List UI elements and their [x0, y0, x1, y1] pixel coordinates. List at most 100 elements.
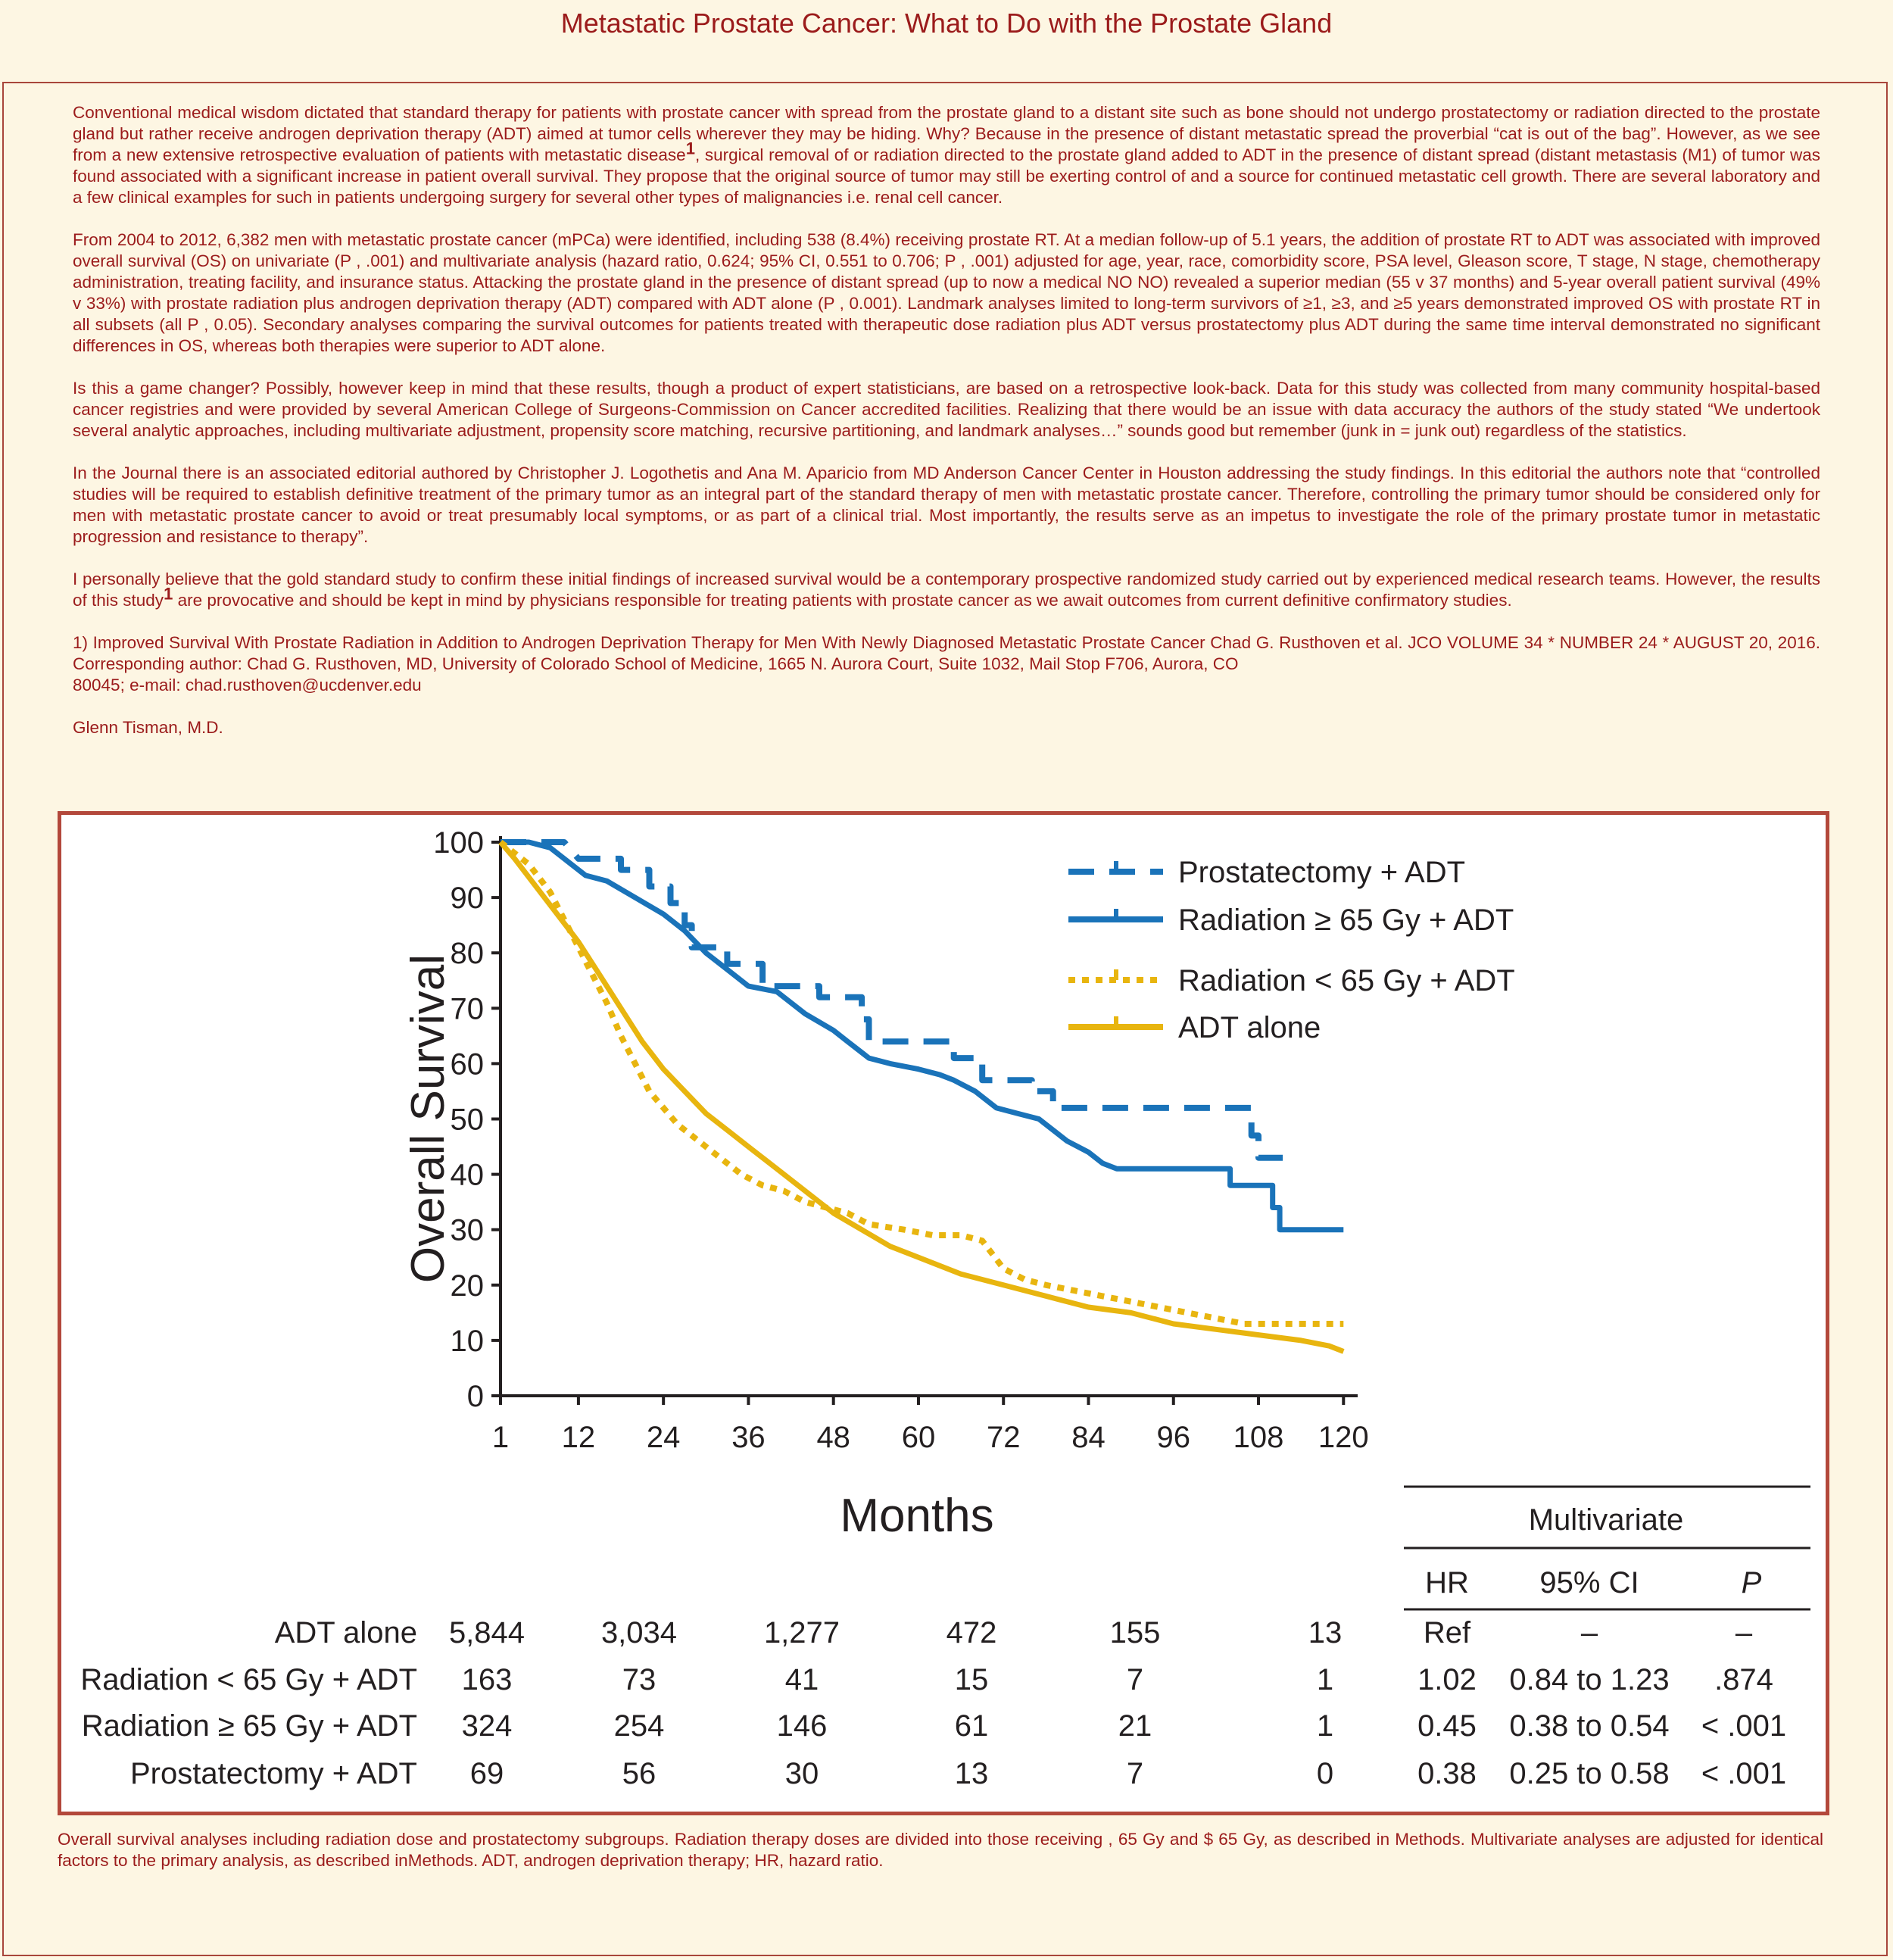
x-tick-label: 84	[1071, 1421, 1106, 1454]
series-line-radiation-65-gy-adt	[501, 839, 1344, 1233]
at-risk-count: 254	[614, 1709, 665, 1743]
paragraph-1-text-a: Conventional medical wisdom dictated tha…	[73, 103, 1820, 164]
reference: 1) Improved Survival With Prostate Radia…	[73, 632, 1820, 696]
at-risk-count: 61	[955, 1709, 989, 1743]
at-risk-count: 1,277	[764, 1616, 840, 1649]
mv-cell: 0.38 to 0.54	[1509, 1709, 1669, 1743]
mv-cell: 1.02	[1417, 1663, 1477, 1696]
at-risk-row-label: Radiation < 65 Gy + ADT	[80, 1663, 417, 1696]
at-risk-count: 21	[1118, 1709, 1152, 1743]
x-tick-label: 108	[1233, 1421, 1284, 1454]
y-tick-label: 100	[433, 826, 484, 860]
x-tick-label: 72	[987, 1421, 1021, 1454]
x-tick-label: 96	[1157, 1421, 1191, 1454]
y-tick-label: 40	[451, 1159, 485, 1192]
legend-label: Prostatectomy + ADT	[1178, 856, 1465, 889]
series-line-radiation-65-gy-adt	[498, 839, 1344, 1327]
citation-superscript: 1	[164, 584, 173, 604]
mv-cell: .874	[1714, 1663, 1773, 1696]
series-line-adt-alone	[498, 840, 1345, 1354]
at-risk-count: 3,034	[601, 1616, 677, 1649]
mv-header: P	[1742, 1566, 1762, 1600]
figure-box: 0 10 20 30 40 50 60 70 80 90 100 1 12 24 36 48 60 72 84 96 1…	[58, 811, 1829, 1815]
chart-axes: 0 10 20 30 40 50 60 70 80 90 100 1 12 24 36 48 60 72 84 96 1…	[402, 826, 1369, 1542]
at-risk-count: 0	[1317, 1757, 1333, 1790]
at-risk-count: 41	[785, 1663, 819, 1696]
article-paragraph-4: In the Journal there is an associated ed…	[73, 463, 1820, 546]
legend-label: ADT alone	[1178, 1011, 1321, 1044]
article-frame	[2, 82, 1888, 1956]
y-tick-label: 90	[451, 882, 485, 915]
legend-label: Radiation ≥ 65 Gy + ADT	[1178, 904, 1514, 937]
mv-cell: –	[1581, 1616, 1598, 1649]
reference-line-1: 1) Improved Survival With Prostate Radia…	[73, 633, 1820, 673]
page-title: Metastatic Prostate Cancer: What to Do w…	[560, 8, 1333, 39]
article-paragraph-3: Is this a game changer? Possibly, howeve…	[73, 379, 1820, 440]
at-risk-count: 1	[1317, 1709, 1333, 1743]
mv-cell: < .001	[1701, 1709, 1786, 1743]
x-tick-label: 48	[816, 1421, 850, 1454]
y-tick-label: 0	[467, 1380, 484, 1413]
x-tick-label: 12	[562, 1421, 596, 1454]
at-risk-row-label: Prostatectomy + ADT	[130, 1757, 417, 1790]
y-tick-label: 80	[451, 937, 485, 970]
mv-cell: 0.84 to 1.23	[1509, 1663, 1669, 1696]
x-tick-label: 1	[492, 1421, 509, 1454]
x-tick-label: 60	[902, 1421, 936, 1454]
y-tick-label: 30	[451, 1214, 485, 1247]
mv-cell: < .001	[1701, 1757, 1786, 1790]
article-paragraph-5: I personally believe that the gold stand…	[73, 569, 1820, 611]
y-axis-title: Overall Survival	[402, 954, 454, 1283]
paragraph-5-text-a: I personally believe that the gold stand…	[73, 570, 1820, 610]
at-risk-count: 472	[946, 1616, 997, 1649]
at-risk-count: 56	[622, 1757, 656, 1790]
at-risk-count: 155	[1110, 1616, 1161, 1649]
mv-cell: 0.38	[1417, 1757, 1477, 1790]
at-risk-count: 73	[622, 1663, 656, 1696]
x-tick-label: 36	[731, 1421, 766, 1454]
at-risk-count: 13	[955, 1757, 989, 1790]
mv-cell: 0.45	[1417, 1709, 1477, 1743]
at-risk-row-label: ADT alone	[275, 1616, 417, 1649]
at-risk-count: 7	[1127, 1757, 1143, 1790]
at-risk-table: ADT alone 5,844 3,034 1,277 472 155 13 Radiatio…	[80, 1616, 1342, 1790]
author-signature: Glenn Tisman, M.D.	[73, 718, 223, 737]
at-risk-count: 324	[462, 1709, 513, 1743]
at-risk-count: 13	[1308, 1616, 1343, 1649]
x-tick-label: 24	[647, 1421, 681, 1454]
x-axis-title: Months	[840, 1490, 993, 1542]
mv-cell: –	[1736, 1616, 1753, 1649]
paragraph-5-text-b: are provocative and should be kept in mi…	[173, 591, 1512, 610]
mv-cell: 0.25 to 0.58	[1509, 1757, 1669, 1790]
chart-series-layer	[498, 839, 1345, 1354]
y-tick-label: 20	[451, 1269, 485, 1303]
y-tick-label: 60	[451, 1047, 485, 1081]
at-risk-count: 5,844	[449, 1616, 525, 1649]
legend-label: Radiation < 65 Gy + ADT	[1178, 964, 1515, 997]
mv-header: HR	[1425, 1566, 1469, 1600]
at-risk-count: 15	[955, 1663, 989, 1696]
series-line-prostatectomy-adt	[501, 839, 1287, 1161]
article-paragraph-2: From 2004 to 2012, 6,382 men with metast…	[73, 230, 1820, 355]
figure-caption: Overall survival analyses including radi…	[58, 1830, 1823, 1870]
article-body: Conventional medical wisdom dictated tha…	[73, 102, 1820, 760]
citation-superscript: 1	[685, 139, 695, 158]
y-tick-label: 10	[451, 1325, 485, 1358]
mv-header: 95% CI	[1539, 1566, 1639, 1600]
paragraph-1-text-b: , surgical removal of or radiation direc…	[73, 145, 1820, 207]
article-paragraph-1: Conventional medical wisdom dictated tha…	[73, 102, 1820, 208]
mv-cell: Ref	[1424, 1616, 1471, 1649]
mv-title: Multivariate	[1529, 1503, 1684, 1537]
x-tick-label: 120	[1318, 1421, 1369, 1454]
y-tick-label: 70	[451, 992, 485, 1025]
at-risk-count: 1	[1317, 1663, 1333, 1696]
at-risk-count: 69	[470, 1757, 504, 1790]
at-risk-count: 30	[785, 1757, 819, 1790]
at-risk-count: 146	[777, 1709, 828, 1743]
at-risk-count: 163	[462, 1663, 513, 1696]
y-tick-label: 50	[451, 1103, 485, 1137]
multivariate-table: Multivariate HR 95% CI P Ref – – 1.02 0.84 to 1.…	[1404, 1485, 1810, 1790]
at-risk-row-label: Radiation ≥ 65 Gy + ADT	[82, 1709, 417, 1743]
chart-legend: Prostatectomy + ADT Radiation ≥ 65 Gy + A…	[1068, 856, 1515, 1044]
